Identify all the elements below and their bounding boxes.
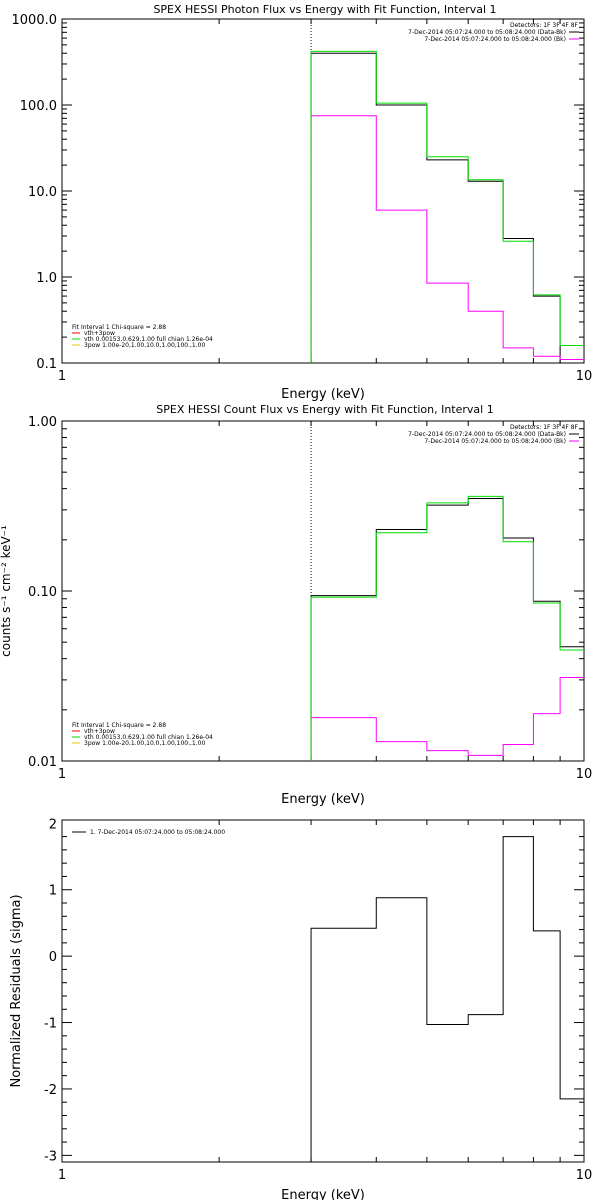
count-flux-series: [310, 495, 584, 761]
y-tick-label: 0: [49, 950, 57, 965]
fit-legend-entry-1: vth 0.00153,0.629,1.00 full chian 1.26e-…: [84, 734, 213, 741]
fit-legend-entry-1: vth 0.00153,0.629,1.00 full chian 1.26e-…: [84, 336, 213, 343]
count-flux-y-axis-label: counts s⁻¹ cm⁻² keV⁻¹: [0, 525, 13, 657]
fit-legend-header: Fit Interval 1 Chi-square = 2.88: [72, 324, 166, 331]
residuals-y-tick-labels: 2 1 0 -1 -2 -3: [44, 817, 57, 1164]
legend-header: Detectors: 1F 3F 4F 8F: [510, 22, 579, 29]
count-flux-y-tick-labels: 1.00 0.10 0.01: [28, 415, 57, 770]
y-tick-label: 1000.0: [12, 13, 58, 28]
x-tick-label: 10: [576, 767, 593, 782]
photon-flux-x-tick-labels: 1 10: [58, 369, 592, 384]
fit-legend-entry-2: 3pow 1.00e-20,1.00,10.0,1.00,100.,1.00: [84, 342, 205, 349]
x-tick-label: 10: [576, 369, 593, 384]
photon-flux-title: SPEX HESSI Photon Flux vs Energy with Fi…: [153, 3, 496, 16]
count-flux-panel: SPEX HESSI Count Flux vs Energy with Fit…: [0, 403, 592, 807]
legend-entry-1: 7-Dec-2014 05:07:24.000 to 05:08:24.000 …: [424, 438, 566, 445]
x-tick-label: 1: [58, 767, 66, 782]
photon-flux-legend-top: Detectors: 1F 3F 4F 8F7-Dec-2014 05:07:2…: [408, 22, 579, 43]
residuals-ticks: [61, 820, 585, 1162]
x-tick-label: 1: [58, 369, 66, 384]
legend-entry-0: 7-Dec-2014 05:07:24.000 to 05:08:24.000 …: [408, 431, 566, 438]
count-flux-x-tick-labels: 1 10: [58, 767, 592, 782]
series-line-1: [310, 115, 584, 363]
count-flux-legend-top: Detectors: 1F 3F 4F 8F7-Dec-2014 05:07:2…: [408, 424, 579, 445]
photon-flux-plot-frame: [61, 18, 585, 364]
photon-flux-y-tick-labels: 1000.0 100.0 10.0 1.0 0.1: [12, 13, 58, 372]
legend-entry-0: 7-Dec-2014 05:07:24.000 to 05:08:24.000 …: [408, 29, 566, 36]
y-tick-label: -3: [44, 1149, 57, 1164]
series-line-0: [310, 836, 584, 1162]
count-flux-legend-bottom: Fit Interval 1 Chi-square = 2.88vth+3pow…: [72, 722, 213, 747]
y-tick-label: 1.0: [36, 271, 57, 286]
residuals-panel: 210-1-2-3 1 10 1. 7-Dec-2014 05:07:24.000…: [9, 817, 592, 1200]
count-flux-ticks: [61, 420, 585, 762]
residuals-plot-frame: [61, 819, 585, 1163]
residuals-x-axis-label: Energy (keV): [281, 1188, 365, 1200]
y-tick-label: 0.1: [36, 357, 57, 372]
count-flux-title: SPEX HESSI Count Flux vs Energy with Fit…: [156, 403, 493, 416]
residuals-series: [310, 836, 584, 1162]
photon-flux-ticks: [61, 18, 585, 364]
photon-flux-x-axis-label: Energy (keV): [281, 387, 365, 402]
fit-legend-header: Fit Interval 1 Chi-square = 2.88: [72, 722, 166, 729]
y-tick-label: 10.0: [28, 185, 57, 200]
x-tick-label: 1: [58, 1168, 66, 1183]
y-tick-label: 0.10: [28, 585, 57, 600]
legend-entry-0: 1. 7-Dec-2014 05:07:24.000 to 05:08:24.0…: [90, 829, 225, 836]
series-line-1: [310, 676, 584, 761]
fit-legend-entry-0: vth+3pow: [84, 728, 115, 735]
legend-header: Detectors: 1F 3F 4F 8F: [510, 424, 579, 431]
series-line-2: [310, 495, 584, 761]
series-line-0: [310, 52, 584, 363]
count-flux-x-axis-label: Energy (keV): [281, 792, 365, 807]
series-line-0: [310, 498, 584, 761]
x-tick-label: 10: [576, 1168, 593, 1183]
y-tick-label: 0.01: [28, 755, 57, 770]
y-tick-label: -2: [44, 1083, 57, 1098]
y-tick-label: 1.00: [28, 415, 57, 430]
fit-legend-entry-2: 3pow 1.00e-20,1.00,10.0,1.00,100.,1.00: [84, 740, 205, 747]
y-tick-label: 2: [49, 817, 57, 832]
count-flux-plot-frame: [61, 420, 585, 762]
residuals-x-tick-labels: 1 10: [58, 1168, 592, 1183]
photon-flux-legend-bottom: Fit Interval 1 Chi-square = 2.88vth+3pow…: [72, 324, 213, 349]
photon-flux-panel: SPEX HESSI Photon Flux vs Energy with Fi…: [12, 3, 593, 402]
residuals-legend: 1. 7-Dec-2014 05:07:24.000 to 05:08:24.0…: [72, 829, 225, 836]
y-tick-label: -1: [44, 1017, 57, 1032]
legend-entry-1: 7-Dec-2014 05:07:24.000 to 05:08:24.000 …: [424, 36, 566, 43]
y-tick-label: 100.0: [20, 99, 57, 114]
series-line-2: [310, 50, 584, 363]
y-tick-label: 1: [49, 884, 57, 899]
residuals-y-axis-label: Normalized Residuals (sigma): [9, 894, 24, 1087]
photon-flux-series: [310, 50, 584, 363]
fit-legend-entry-0: vth+3pow: [84, 330, 115, 337]
